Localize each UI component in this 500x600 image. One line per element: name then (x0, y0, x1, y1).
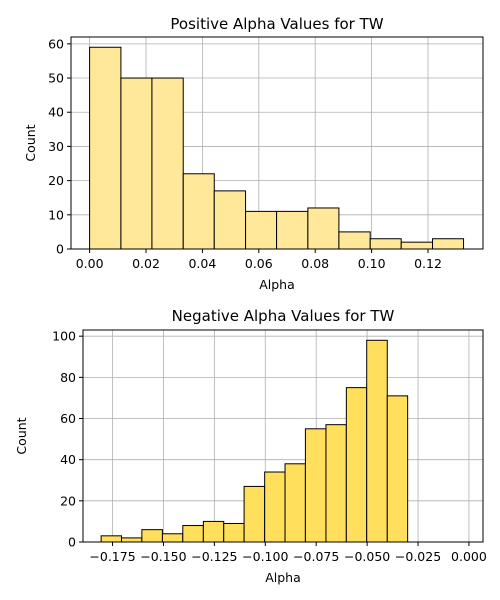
axes-frame (70, 36, 484, 250)
histogram-bar (243, 485, 266, 543)
histogram-bar (284, 463, 306, 543)
histogram-bar (345, 387, 368, 543)
y-tick-label: 40 (60, 452, 76, 467)
x-tick-label: −0.150 (140, 549, 186, 564)
histogram-bar (400, 241, 434, 250)
bars (100, 339, 409, 543)
x-tick-label: 0.02 (132, 256, 160, 271)
y-axis-label: Count (23, 124, 38, 161)
x-tick-label: −0.175 (89, 549, 135, 564)
x-tick-label: 0.10 (358, 256, 386, 271)
histogram-bar (276, 210, 309, 250)
y-tick-label: 40 (48, 105, 64, 120)
chart-title: Negative Alpha Values for TW (172, 307, 395, 325)
histogram-bar (245, 210, 278, 250)
y-tick-label: 60 (60, 411, 76, 426)
histogram-bar (100, 535, 122, 543)
y-tick-label: 10 (48, 207, 64, 222)
x-tick-label: −0.025 (395, 549, 441, 564)
x-tick-label: 0.08 (301, 256, 329, 271)
histogram-bar (432, 238, 465, 250)
histogram-bar (366, 339, 388, 543)
x-tick-label: 0.00 (76, 256, 104, 271)
histogram-bar (182, 525, 204, 543)
histogram-bar (120, 537, 143, 543)
histogram-bar (89, 46, 122, 250)
histogram-bar (369, 238, 402, 250)
histogram-bar (325, 424, 347, 543)
histogram-bar (338, 231, 371, 250)
x-axis-label: Alpha (265, 570, 301, 585)
histogram-bar (202, 520, 225, 543)
y-tick-label: 20 (48, 173, 64, 188)
histogram-bar (151, 77, 184, 250)
y-tick-label: 0 (68, 535, 76, 550)
negative-alpha-histogram: −0.175 −0.150 −0.125 −0.100 −0.075 −0.050 −0.0… (14, 307, 487, 585)
x-tick-label: 0.06 (245, 256, 273, 271)
y-tick-label: 0 (56, 242, 64, 257)
histogram-bar (182, 173, 215, 250)
x-tick-label: −0.050 (344, 549, 390, 564)
histogram-bar (161, 533, 184, 543)
histogram-bar (141, 529, 163, 543)
y-tick-label: 20 (60, 493, 76, 508)
x-tick-label: −0.075 (293, 549, 339, 564)
x-tick-label: 0.12 (414, 256, 442, 271)
y-tick-label: 50 (48, 71, 64, 86)
x-tick-label: −0.125 (191, 549, 237, 564)
y-tick-label: 30 (48, 139, 64, 154)
x-axis-label: Alpha (259, 277, 295, 292)
chart-title: Positive Alpha Values for TW (170, 15, 383, 33)
histogram-bar (264, 471, 286, 543)
histogram-bar (386, 395, 409, 543)
y-tick-label: 80 (60, 370, 76, 385)
y-tick-label: 100 (52, 329, 76, 344)
histogram-bar (120, 77, 153, 250)
x-tick-label: 0.04 (188, 256, 216, 271)
positive-alpha-histogram: 0.00 0.02 0.04 0.06 0.08 0.10 0.12 0 10 20 30 40 50 6… (23, 15, 484, 292)
x-tick-label: 0.000 (451, 549, 487, 564)
bars (89, 46, 465, 250)
x-tick-label: −0.100 (242, 549, 288, 564)
histogram-bar (223, 522, 245, 543)
histogram-bar (213, 190, 247, 250)
histogram-bar (307, 207, 340, 250)
histogram-bar (304, 428, 327, 543)
y-tick-label: 60 (48, 36, 64, 51)
axes-frame (82, 329, 484, 543)
y-axis-label: Count (14, 417, 29, 454)
